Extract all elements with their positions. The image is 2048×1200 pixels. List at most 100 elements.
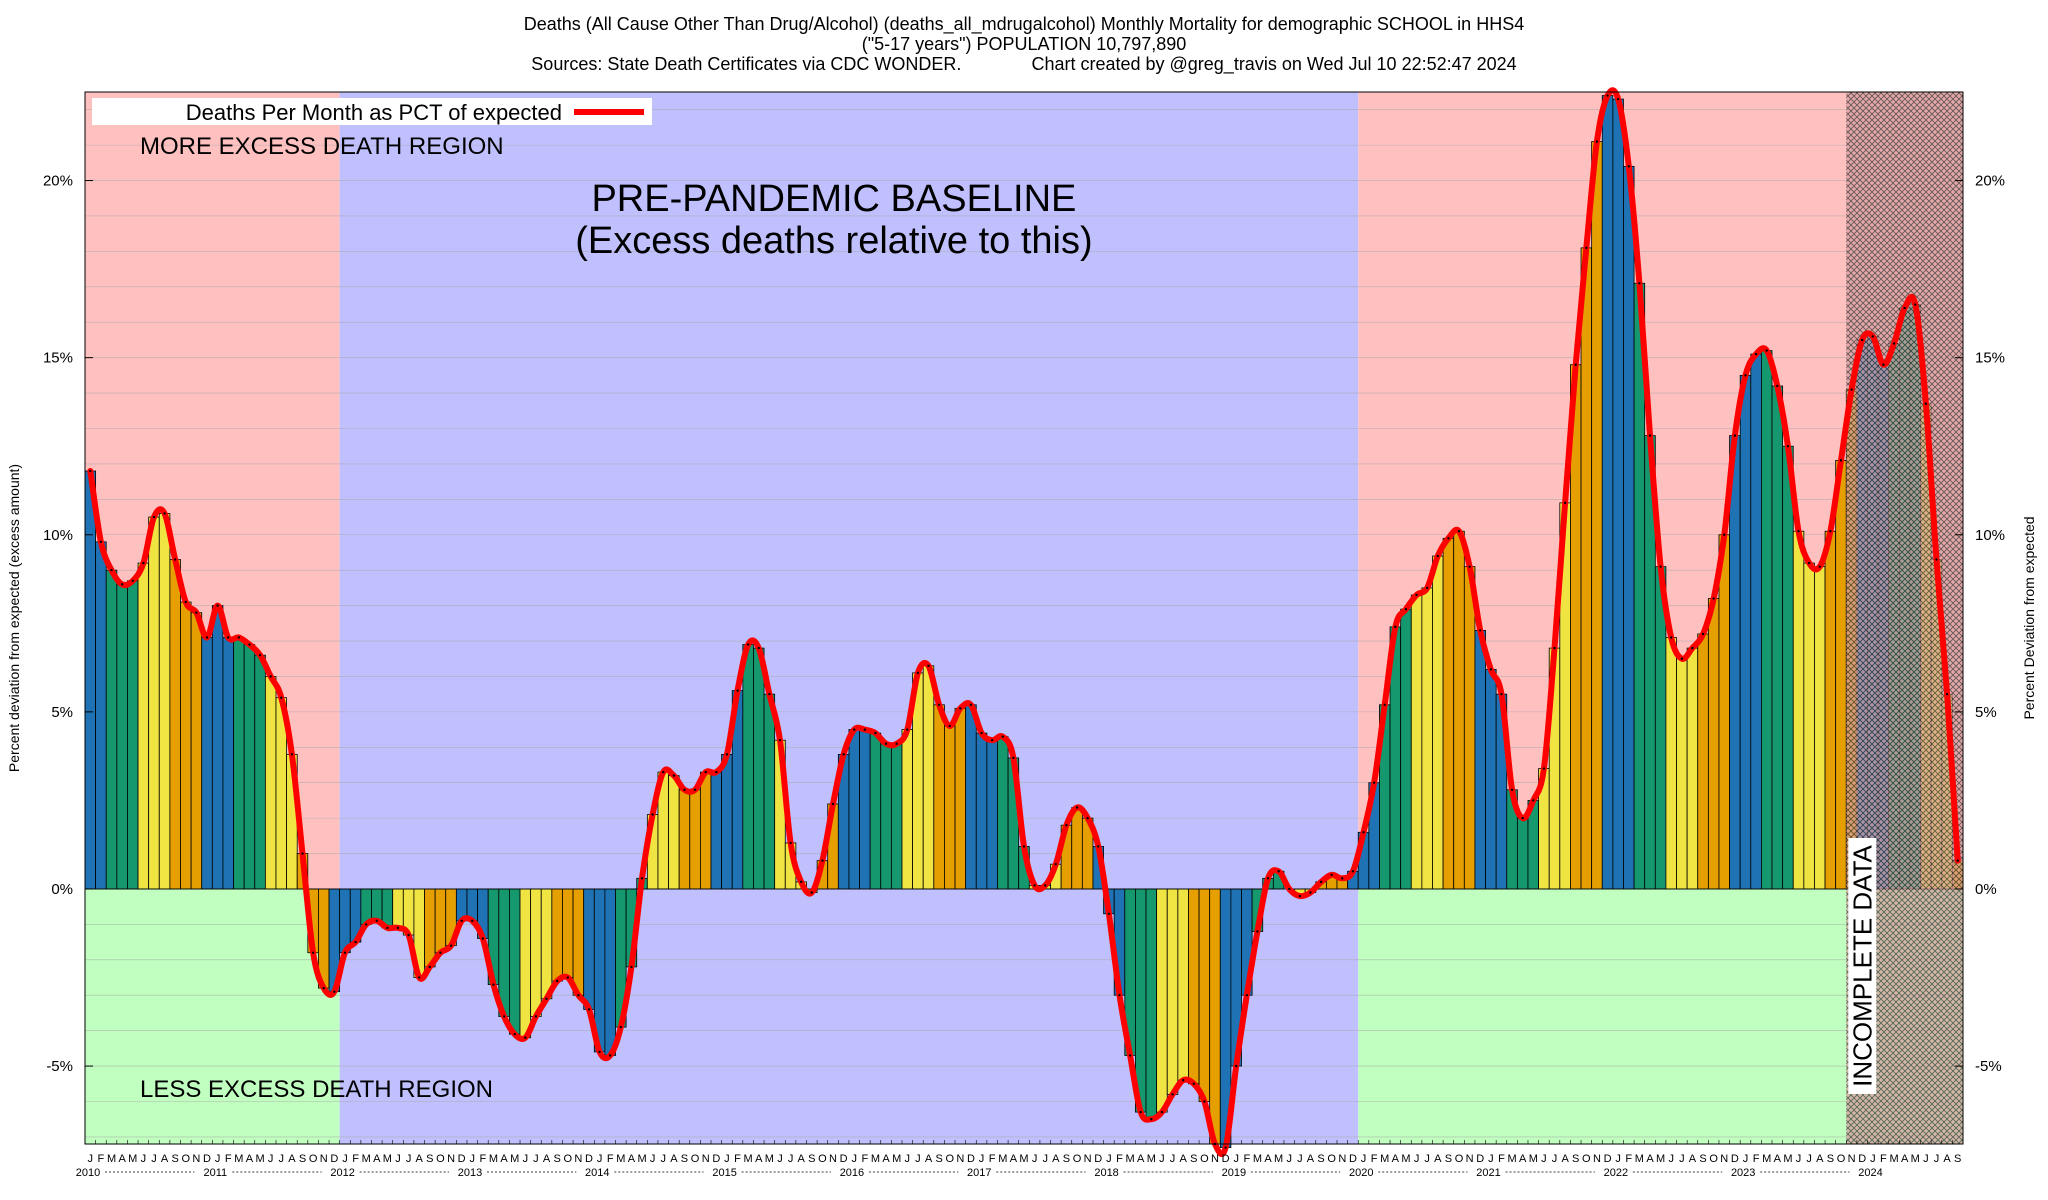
data-bar bbox=[1463, 566, 1476, 890]
data-bar bbox=[922, 665, 935, 890]
x-month-label: O bbox=[818, 1153, 827, 1165]
chart-title-line1: Deaths (All Cause Other Than Drug/Alcoho… bbox=[523, 14, 1525, 34]
data-point bbox=[354, 940, 357, 944]
data-bar bbox=[243, 644, 256, 890]
y-tick-label: 15% bbox=[43, 350, 73, 367]
x-month-label: J bbox=[788, 1153, 794, 1165]
x-year-label: 2018 bbox=[1094, 1167, 1118, 1179]
data-bar bbox=[1166, 888, 1179, 1095]
data-point bbox=[142, 561, 145, 565]
data-bar bbox=[869, 732, 882, 890]
data-point bbox=[1277, 870, 1280, 873]
x-month-label: F bbox=[1880, 1153, 1887, 1165]
data-point bbox=[1383, 703, 1386, 706]
data-bar bbox=[105, 569, 118, 890]
x-month-label: A bbox=[1052, 1153, 1060, 1165]
x-month-label: N bbox=[320, 1153, 328, 1165]
x-month-label: A bbox=[628, 1153, 636, 1165]
data-point bbox=[237, 636, 241, 639]
data-point bbox=[1192, 1082, 1195, 1085]
data-point bbox=[248, 643, 251, 646]
data-bar bbox=[753, 647, 765, 890]
x-month-label: M bbox=[1911, 1153, 1920, 1165]
data-point bbox=[386, 926, 389, 930]
data-point bbox=[1309, 891, 1312, 894]
data-point bbox=[895, 742, 898, 745]
data-bar bbox=[509, 888, 521, 1035]
data-point bbox=[1235, 1064, 1238, 1068]
x-month-label: A bbox=[1179, 1153, 1187, 1165]
x-month-label: O bbox=[563, 1153, 572, 1165]
data-bar bbox=[1697, 633, 1709, 890]
x-month-label: A bbox=[288, 1153, 296, 1165]
less-excess-label: LESS EXCESS DEATH REGION bbox=[140, 1076, 493, 1103]
data-point bbox=[364, 923, 368, 926]
data-point bbox=[1118, 994, 1121, 997]
more-excess-label: MORE EXCESS DEATH REGION bbox=[140, 133, 504, 160]
x-month-label: M bbox=[107, 1153, 116, 1165]
data-point bbox=[1510, 788, 1514, 791]
data-bar bbox=[1612, 98, 1624, 890]
x-month-label: D bbox=[1604, 1153, 1612, 1165]
data-bar bbox=[1442, 537, 1455, 890]
data-point bbox=[449, 944, 453, 947]
data-point bbox=[598, 1050, 601, 1054]
data-point bbox=[937, 703, 941, 706]
data-bar bbox=[944, 725, 956, 890]
x-month-label: J bbox=[777, 1153, 783, 1165]
x-month-label: M bbox=[1762, 1153, 1771, 1165]
data-point bbox=[471, 919, 474, 923]
data-bar bbox=[763, 693, 776, 890]
data-point bbox=[1563, 501, 1567, 505]
data-point bbox=[874, 731, 877, 735]
data-bar bbox=[137, 562, 150, 890]
x-year-label: 2012 bbox=[330, 1167, 354, 1179]
x-month-label: O bbox=[309, 1153, 318, 1165]
x-month-label: J bbox=[724, 1153, 730, 1165]
x-month-label: M bbox=[255, 1153, 264, 1165]
data-bar bbox=[1591, 141, 1603, 890]
data-point bbox=[959, 707, 962, 710]
data-point bbox=[258, 653, 262, 657]
data-bar bbox=[1601, 95, 1614, 890]
data-bar bbox=[434, 888, 447, 954]
x-month-label: M bbox=[383, 1153, 392, 1165]
data-bar bbox=[562, 888, 574, 978]
x-month-label: F bbox=[1116, 1153, 1123, 1165]
data-point bbox=[746, 643, 750, 646]
data-point bbox=[1086, 816, 1089, 820]
data-point bbox=[778, 739, 782, 742]
x-month-label: F bbox=[480, 1153, 487, 1165]
x-month-label: J bbox=[470, 1153, 476, 1165]
data-bar bbox=[1792, 530, 1805, 890]
data-point bbox=[1712, 597, 1715, 600]
data-bar bbox=[1623, 165, 1635, 890]
data-point bbox=[428, 965, 432, 969]
x-month-label: A bbox=[1392, 1153, 1400, 1165]
x-month-label: D bbox=[330, 1153, 338, 1165]
data-point bbox=[513, 1032, 516, 1036]
x-month-label: M bbox=[892, 1153, 901, 1165]
data-bar bbox=[1209, 888, 1221, 1145]
data-point bbox=[1425, 586, 1429, 590]
baseline-subtitle: (Excess deaths relative to this) bbox=[575, 220, 1092, 262]
x-year-label: 2010 bbox=[76, 1167, 100, 1179]
data-point bbox=[842, 753, 845, 756]
data-bar bbox=[721, 753, 733, 890]
x-month-label: M bbox=[1783, 1153, 1792, 1165]
x-month-label: D bbox=[712, 1153, 720, 1165]
data-bar bbox=[1071, 807, 1083, 890]
data-bar bbox=[371, 888, 383, 922]
x-month-label: S bbox=[1572, 1153, 1579, 1165]
data-bar bbox=[116, 583, 128, 890]
x-month-label: O bbox=[1582, 1153, 1591, 1165]
data-point bbox=[1659, 565, 1662, 568]
data-bar bbox=[710, 771, 723, 890]
x-month-label: N bbox=[829, 1153, 837, 1165]
data-bar bbox=[975, 732, 988, 890]
data-bar bbox=[1580, 247, 1593, 890]
data-point bbox=[1627, 165, 1630, 168]
x-month-label: J bbox=[342, 1153, 348, 1165]
x-month-label: A bbox=[500, 1153, 508, 1165]
data-point bbox=[1585, 246, 1588, 250]
